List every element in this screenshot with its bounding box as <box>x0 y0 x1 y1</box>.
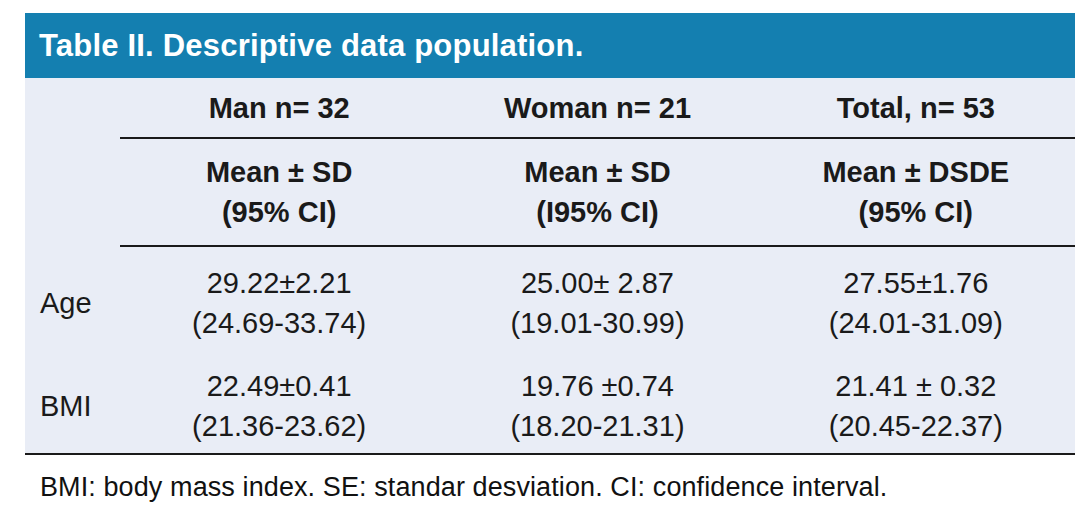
column-header-total: Total, n= 53 <box>757 78 1075 139</box>
cell-bmi-woman-ci: (18.20-21.31) <box>510 406 684 446</box>
cell-age-total: 27.55±1.76 (24.01-31.09) <box>757 247 1075 359</box>
subheader-man-line1: Mean ± SD <box>206 152 352 192</box>
table-title-bar: Table II. Descriptive data population. <box>25 13 1075 78</box>
descriptive-data-table: Man n= 32 Woman n= 21 Total, n= 53 Mean … <box>25 78 1075 455</box>
subheader-man-line2: (95% CI) <box>222 192 336 232</box>
cell-bmi-woman-mean: 19.76 ±0.74 <box>521 366 674 406</box>
cell-bmi-total-ci: (20.45-22.37) <box>829 406 1003 446</box>
cell-bmi-man-mean: 22.49±0.41 <box>207 366 352 406</box>
cell-bmi-man-ci: (21.36-23.62) <box>192 406 366 446</box>
subheader-woman-line1: Mean ± SD <box>524 152 670 192</box>
row-label-age: Age <box>25 247 120 359</box>
column-header-man: Man n= 32 <box>120 78 438 139</box>
row-label-bmi: BMI <box>25 359 120 453</box>
footnote: BMI: body mass index. SE: standar desvia… <box>40 472 887 503</box>
corner-cell <box>25 78 120 139</box>
cell-bmi-woman: 19.76 ±0.74 (18.20-21.31) <box>438 359 756 453</box>
cell-age-woman-ci: (19.01-30.99) <box>510 303 684 343</box>
cell-bmi-total: 21.41 ± 0.32 (20.45-22.37) <box>757 359 1075 453</box>
cell-age-total-ci: (24.01-31.09) <box>829 303 1003 343</box>
cell-age-woman-mean: 25.00± 2.87 <box>521 263 674 303</box>
subheader-woman: Mean ± SD (I95% CI) <box>438 139 756 247</box>
table-grid: Man n= 32 Woman n= 21 Total, n= 53 Mean … <box>25 78 1075 453</box>
cell-age-woman: 25.00± 2.87 (19.01-30.99) <box>438 247 756 359</box>
cell-age-total-mean: 27.55±1.76 <box>843 263 988 303</box>
column-header-total-label: Total, n= 53 <box>837 88 995 128</box>
subheader-total: Mean ± DSDE (95% CI) <box>757 139 1075 247</box>
cell-age-man-ci: (24.69-33.74) <box>192 303 366 343</box>
column-header-woman-label: Woman n= 21 <box>504 88 691 128</box>
subheader-spacer-cell <box>25 139 120 247</box>
cell-bmi-total-mean: 21.41 ± 0.32 <box>835 366 996 406</box>
subheader-man: Mean ± SD (95% CI) <box>120 139 438 247</box>
row-label-bmi-text: BMI <box>40 386 92 426</box>
row-label-age-text: Age <box>40 283 92 323</box>
column-header-woman: Woman n= 21 <box>438 78 756 139</box>
subheader-woman-line2: (I95% CI) <box>536 192 658 232</box>
cell-age-man: 29.22±2.21 (24.69-33.74) <box>120 247 438 359</box>
subheader-total-line2: (95% CI) <box>859 192 973 232</box>
cell-age-man-mean: 29.22±2.21 <box>207 263 352 303</box>
subheader-total-line1: Mean ± DSDE <box>822 152 1009 192</box>
table-title: Table II. Descriptive data population. <box>39 28 583 64</box>
column-header-man-label: Man n= 32 <box>209 88 350 128</box>
cell-bmi-man: 22.49±0.41 (21.36-23.62) <box>120 359 438 453</box>
page: Table II. Descriptive data population. M… <box>0 0 1081 525</box>
